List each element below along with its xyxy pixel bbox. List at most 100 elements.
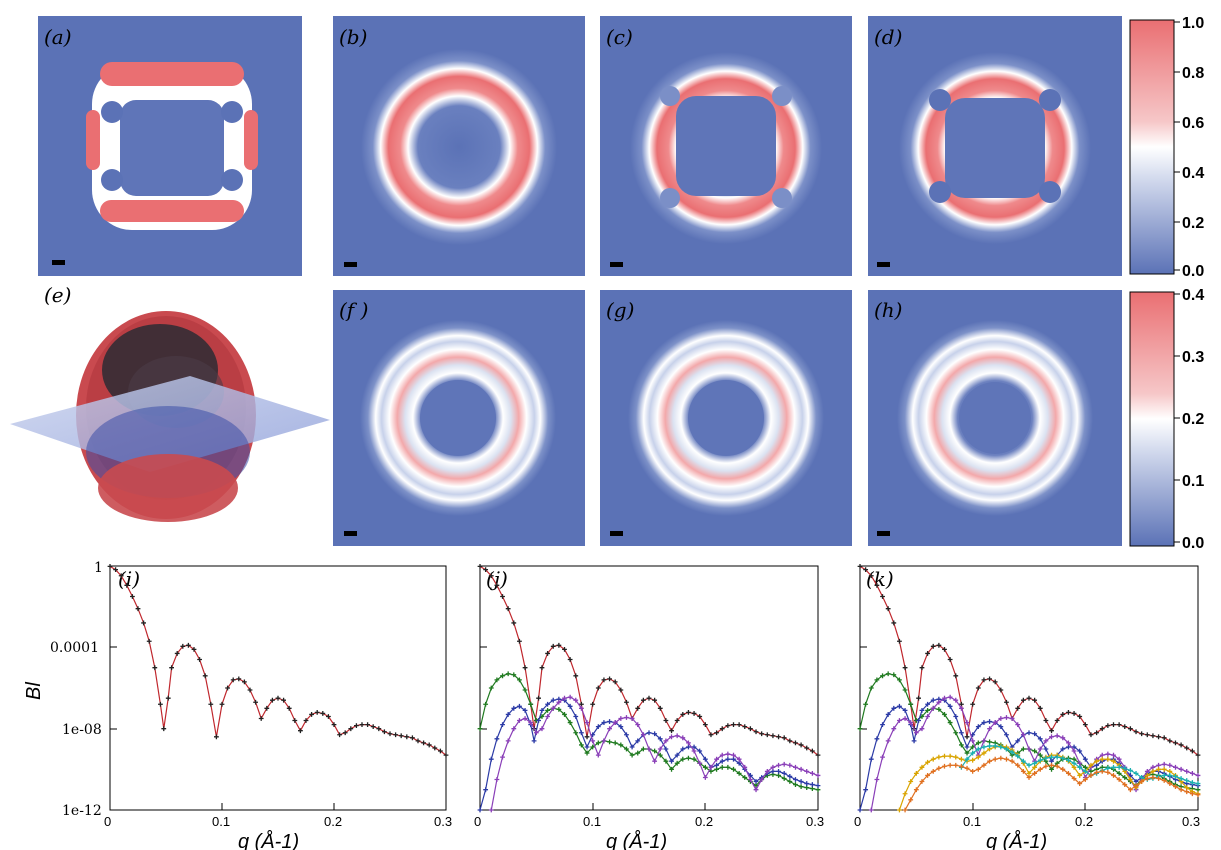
data-point (725, 764, 731, 770)
data-point (787, 738, 793, 744)
data-point (902, 707, 908, 713)
data-point (545, 701, 550, 707)
data-point (925, 714, 930, 719)
data-point (913, 730, 919, 736)
data-point (1099, 726, 1105, 732)
data-point (1195, 792, 1201, 798)
data-point (663, 738, 669, 744)
data-point (1139, 731, 1145, 737)
data-point (731, 752, 736, 758)
data-point (691, 744, 697, 750)
data-point (776, 762, 781, 768)
data-point (947, 657, 953, 662)
data-point (618, 742, 624, 748)
data-point (657, 752, 663, 758)
data-point (1189, 748, 1195, 754)
data-point (354, 723, 359, 729)
data-point (488, 573, 494, 579)
data-point (124, 582, 130, 588)
data-point (584, 744, 590, 750)
data-point (539, 707, 545, 713)
data-point (742, 724, 748, 730)
data-point (640, 732, 646, 738)
cbar-bottom-tick: 0.0 (1182, 535, 1204, 552)
data-point (230, 677, 236, 683)
x-tick-label: 0.3 (434, 814, 452, 829)
data-point (916, 718, 921, 723)
panel-label-g: (g) (606, 298, 634, 322)
data-point (579, 730, 584, 736)
data-point (214, 734, 219, 740)
data-point (680, 756, 686, 762)
data-point (970, 744, 976, 750)
data-point (1049, 734, 1054, 740)
data-point (314, 710, 320, 715)
data-point (953, 730, 959, 736)
data-point (1178, 776, 1184, 781)
data-point (919, 726, 925, 732)
data-point (640, 746, 646, 752)
x-axis-label: q (Å-1) (238, 830, 299, 850)
data-point (505, 671, 511, 677)
panel-label-i: (i) (118, 567, 140, 591)
data-point (897, 807, 902, 813)
data-point (998, 755, 1004, 761)
data-point (880, 673, 885, 679)
data-point (415, 738, 421, 744)
data-point (595, 740, 601, 746)
data-point (874, 582, 880, 588)
data-point (533, 730, 539, 736)
data-point (607, 676, 612, 682)
data-point (815, 783, 821, 788)
data-point (556, 642, 562, 648)
data-point (107, 564, 113, 569)
data-point (536, 718, 541, 723)
data-point (1043, 738, 1049, 744)
data-point (505, 738, 511, 744)
x-tick-label: 0.2 (695, 814, 713, 829)
data-point (1082, 722, 1088, 727)
data-point (1184, 768, 1190, 774)
data-point (1128, 767, 1133, 773)
data-point (438, 748, 443, 754)
data-point (567, 720, 573, 725)
data-point (281, 697, 286, 703)
data-point (595, 724, 601, 730)
data-point (169, 665, 174, 671)
data-point (874, 777, 880, 782)
data-point (398, 733, 404, 739)
data-point (517, 703, 522, 709)
data-point (635, 738, 641, 744)
data-point (1173, 740, 1178, 746)
data-point (1156, 776, 1161, 781)
data-point (1026, 746, 1032, 752)
data-point (857, 564, 863, 569)
data-point (815, 773, 821, 778)
data-point (930, 705, 936, 711)
data-point (536, 695, 541, 701)
data-point (736, 722, 742, 727)
data-point (443, 752, 449, 758)
data-point (331, 722, 337, 727)
data-point (1139, 779, 1145, 784)
data-point (1139, 775, 1145, 780)
data-point (981, 677, 987, 683)
series-line (479, 698, 819, 811)
data-point (1020, 697, 1026, 703)
data-point (981, 750, 987, 756)
y-tick-label: 1e-12 (62, 803, 102, 819)
data-point (1071, 760, 1077, 766)
data-point (517, 718, 522, 723)
panel-label-h: (h) (874, 298, 903, 322)
data-point (1167, 762, 1173, 768)
panel-label-j: (j) (486, 567, 508, 591)
data-point (680, 712, 686, 717)
data-point (629, 744, 635, 750)
data-point (714, 766, 719, 772)
data-point (635, 750, 641, 756)
data-point (793, 740, 798, 746)
data-point (987, 676, 992, 682)
data-point (1071, 744, 1077, 750)
data-point (897, 718, 902, 723)
data-point (1161, 773, 1167, 778)
